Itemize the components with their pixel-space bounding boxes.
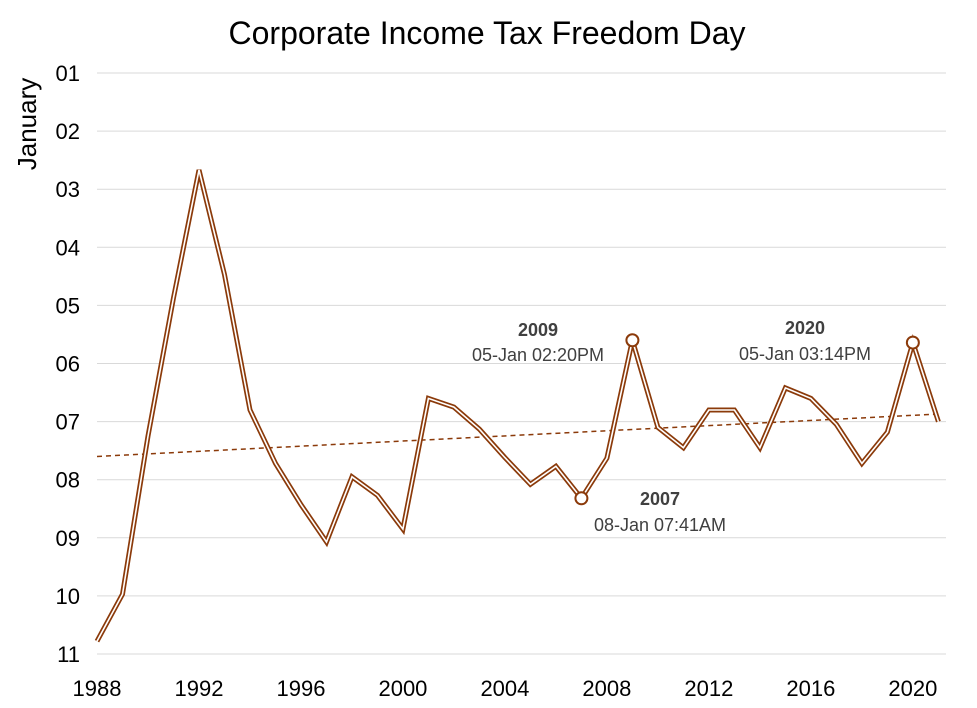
y-tick-06: 06	[56, 352, 80, 377]
data-point-2015	[783, 385, 788, 390]
x-tick-1992: 1992	[175, 676, 224, 701]
trendline-dashed	[96, 413, 939, 458]
x-tick-1988: 1988	[73, 676, 122, 701]
data-point-2013	[732, 407, 737, 412]
data-point-1999	[375, 493, 380, 498]
y-tick-03: 03	[56, 177, 80, 202]
x-tick-1996: 1996	[276, 676, 325, 701]
annotation-2020: 2020 05-Jan 03:14PM	[739, 318, 871, 364]
data-point-1996	[298, 502, 303, 507]
annotation-2009-year: 2009	[518, 320, 558, 340]
annotation-2009: 2009 05-Jan 02:20PM	[472, 320, 604, 365]
gridlines	[97, 72, 946, 655]
x-tick-labels: 1988 1992 1996 2000 2004 2008 2012 2016 2020	[73, 676, 938, 701]
y-axis-label: January	[12, 78, 42, 171]
y-tick-labels: 01 02 03 04 05 06 07 08 09 10 11	[56, 61, 80, 667]
data-point-1992	[196, 168, 201, 173]
annotation-2007-year: 2007	[640, 489, 680, 509]
data-point-2016	[808, 396, 813, 401]
data-point-2021	[936, 419, 941, 424]
highlight-markers	[574, 333, 920, 506]
marker-2007	[574, 491, 589, 506]
series-line-outer	[94, 169, 941, 643]
x-tick-2012: 2012	[684, 676, 733, 701]
x-tick-2016: 2016	[786, 676, 835, 701]
data-point-2000	[400, 527, 405, 532]
data-point-2003	[477, 427, 482, 432]
data-point-1998	[349, 474, 354, 479]
data-point-2008	[604, 456, 609, 461]
y-tick-05: 05	[56, 293, 80, 318]
data-point-1988	[95, 639, 100, 644]
data-point-2011	[681, 445, 686, 450]
trendline	[96, 413, 939, 458]
marker-2009	[625, 333, 640, 348]
data-point-1997	[324, 539, 329, 544]
x-tick-2000: 2000	[378, 676, 427, 701]
annotation-2020-year: 2020	[785, 318, 825, 338]
x-tick-2004: 2004	[480, 676, 529, 701]
data-series	[94, 168, 941, 644]
y-tick-02: 02	[56, 119, 80, 144]
y-tick-01: 01	[56, 61, 80, 86]
data-point-1991	[171, 295, 176, 300]
data-point-1990	[145, 434, 150, 439]
series-line-inner	[96, 169, 940, 642]
y-tick-09: 09	[56, 526, 80, 551]
y-tick-07: 07	[56, 410, 80, 435]
data-point-2018	[859, 461, 864, 466]
y-tick-11: 11	[57, 642, 80, 667]
data-point-1989	[120, 592, 125, 597]
annotation-2007-text: 08-Jan 07:41AM	[594, 515, 726, 535]
annotation-2007: 2007 08-Jan 07:41AM	[594, 489, 726, 535]
chart-title: Corporate Income Tax Freedom Day	[229, 15, 746, 51]
data-point-2014	[757, 445, 762, 450]
data-point-1993	[222, 272, 227, 277]
y-tick-10: 10	[56, 584, 80, 609]
data-point-2012	[706, 407, 711, 412]
y-tick-08: 08	[56, 468, 80, 493]
data-point-2010	[655, 425, 660, 430]
data-point-2017	[834, 422, 839, 427]
data-point-1995	[273, 461, 278, 466]
x-tick-2020: 2020	[888, 676, 937, 701]
data-point-2006	[553, 464, 558, 469]
annotation-2020-text: 05-Jan 03:14PM	[739, 344, 871, 364]
data-point-2005	[528, 482, 533, 487]
data-point-2019	[885, 430, 890, 435]
y-tick-04: 04	[56, 235, 80, 260]
marker-2020	[905, 335, 920, 350]
annotation-2009-text: 05-Jan 02:20PM	[472, 345, 604, 365]
data-point-2004	[502, 455, 507, 460]
x-tick-2008: 2008	[582, 676, 631, 701]
data-point-1994	[247, 407, 252, 412]
data-point-2001	[426, 396, 431, 401]
data-point-2002	[451, 405, 456, 410]
